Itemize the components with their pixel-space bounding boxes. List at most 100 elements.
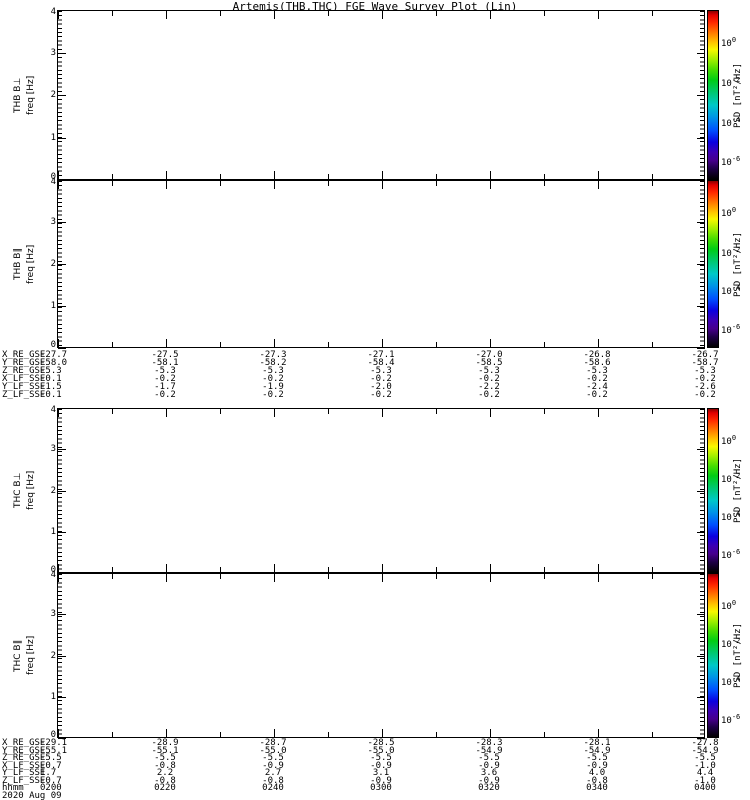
ephemeris-value: 2.2	[156, 768, 174, 778]
ephemeris-value: -0.2	[262, 390, 284, 400]
freq-tick-label: 2	[50, 650, 56, 661]
ephemeris-value: -5.5	[694, 753, 716, 763]
ephemeris-value: 3.6	[480, 768, 498, 778]
ephemeris-value: -27.8	[691, 738, 719, 748]
freq-tick-label: 0	[50, 565, 56, 575]
ephemeris-value: -55.1	[40, 745, 68, 756]
ephemeris-value: -0.8	[154, 775, 176, 786]
ephemeris-value: -1.0	[694, 775, 716, 786]
ephemeris-value: -0.2	[586, 390, 608, 400]
ephemeris-value: -0.2	[262, 374, 284, 384]
freq-major-tick	[58, 53, 66, 54]
colorbar-tick-exponent: -2	[731, 637, 741, 646]
ephemeris-value: -2.4	[586, 382, 608, 392]
freq-tick-label: 1	[50, 132, 56, 143]
freq-tick-label: 1	[50, 301, 56, 311]
colorbar-4	[707, 573, 719, 738]
ephemeris-row-label: Y_RE_GSE	[2, 358, 46, 368]
ephemeris-row-label: Y_LF_SSE	[2, 382, 46, 392]
ephemeris-value: -5.3	[262, 366, 284, 376]
freq-major-tick	[697, 222, 705, 223]
colorbar-tick-label: 10-4	[721, 115, 741, 129]
freq-tick-label: 3	[50, 217, 56, 227]
freq-axis-label: freq [Hz]	[26, 75, 36, 115]
ephemeris-value: 0240	[262, 783, 284, 793]
ephemeris-value: -0.9	[370, 760, 392, 771]
freq-tick-label: 3	[50, 444, 56, 455]
ephemeris-value: -28.3	[475, 738, 503, 748]
ephemeris-value: -0.1	[40, 374, 62, 384]
colorbar-tick-exponent: -2	[731, 472, 741, 481]
ephemeris-value: -0.8	[154, 760, 176, 771]
ephemeris-value: -55.0	[259, 745, 287, 756]
ephemeris-value: -0.2	[694, 390, 716, 400]
ephemeris-row-label: Z_LF_SSE	[2, 775, 46, 786]
freq-tick-label: 2	[50, 90, 56, 100]
colorbar-tick-exponent: -2	[731, 76, 741, 85]
ephemeris-value: -0.7	[40, 775, 62, 786]
colorbar-tick-exponent: 0	[731, 36, 737, 45]
ephemeris-value: -5.3	[370, 366, 392, 376]
panel-y-title: THC B∥	[13, 639, 23, 672]
colorbar-3	[707, 408, 719, 573]
colorbar-tick-exponent: -4	[731, 675, 741, 684]
ephemeris-value: -55.0	[367, 745, 395, 756]
y-minor-ticks-right	[700, 409, 704, 572]
colorbar-tick-label: 100	[721, 206, 737, 220]
ephemeris-value: -5.3	[586, 366, 608, 376]
colorbar-tick-label: 10-6	[721, 713, 741, 727]
freq-major-tick	[58, 614, 66, 615]
colorbar-axis-label: PSD [nT²/Hz]	[733, 457, 743, 524]
freq-tick-label: 2	[50, 485, 56, 496]
freq-major-tick	[697, 408, 705, 409]
ephemeris-value: -27.7	[40, 350, 68, 360]
freq-major-tick	[58, 573, 66, 574]
ephemeris-row-label: X_LF_SSE	[2, 374, 46, 384]
freq-axis-label: freq [Hz]	[26, 470, 36, 511]
panel-thc-bperp-plot	[57, 408, 705, 573]
ephemeris-row-label: X_LF_SSE	[2, 760, 46, 771]
freq-major-tick	[58, 348, 66, 349]
ephemeris-value: 0300	[370, 783, 392, 793]
colorbar-tick-label: 100	[721, 598, 737, 612]
ephemeris-row-label: Z_RE_GSE	[2, 366, 46, 376]
date-label: 2020 Aug 09	[2, 790, 62, 800]
freq-major-tick	[697, 491, 705, 492]
ephemeris-value: 3.1	[372, 768, 390, 778]
freq-axis-label: freq [Hz]	[26, 635, 36, 676]
freq-major-tick	[697, 656, 705, 657]
freq-major-tick	[697, 10, 705, 11]
ephemeris-value: -58.4	[367, 358, 395, 368]
ephemeris-value: -5.3	[40, 366, 62, 376]
ephemeris-value: 0220	[154, 783, 176, 793]
ephemeris-value: 1.7	[40, 768, 57, 778]
freq-major-tick	[697, 738, 705, 739]
freq-major-tick	[697, 614, 705, 615]
colorbar-tick-label: 100	[721, 433, 737, 447]
colorbar-tick-exponent: -2	[731, 245, 741, 254]
ephemeris-value: -58.1	[151, 358, 179, 368]
ephemeris-value: -5.5	[370, 753, 392, 763]
colorbar-axis-label: PSD [nT²/Hz]	[733, 231, 743, 297]
ephemeris-value: -0.2	[370, 374, 392, 384]
freq-major-tick	[58, 656, 66, 657]
colorbar-tick-exponent: 0	[731, 206, 737, 215]
ephemeris-value: -28.9	[151, 738, 179, 748]
ephemeris-value: -5.3	[478, 366, 500, 376]
panel-y-title: THC B⊥	[13, 472, 23, 509]
colorbar-1	[707, 10, 719, 180]
ephemeris-value: -0.2	[478, 390, 500, 400]
ephemeris-value: -54.9	[583, 745, 611, 756]
ephemeris-value: -54.9	[475, 745, 503, 756]
freq-major-tick	[58, 138, 66, 139]
page-title: Artemis(THB,THC) FGE Wave Survey Plot (L…	[232, 0, 518, 13]
ephemeris-value: -0.9	[586, 760, 608, 771]
colorbar-tick-label: 10-4	[721, 675, 741, 689]
freq-major-tick	[697, 95, 705, 96]
ephemeris-value: -0.9	[370, 775, 392, 786]
ephemeris-value: 4.0	[588, 768, 606, 778]
ephemeris-row-label: Z_RE_GSE	[2, 753, 46, 763]
y-minor-ticks-left	[58, 409, 62, 572]
ephemeris-row-label: hhmm	[2, 783, 24, 793]
